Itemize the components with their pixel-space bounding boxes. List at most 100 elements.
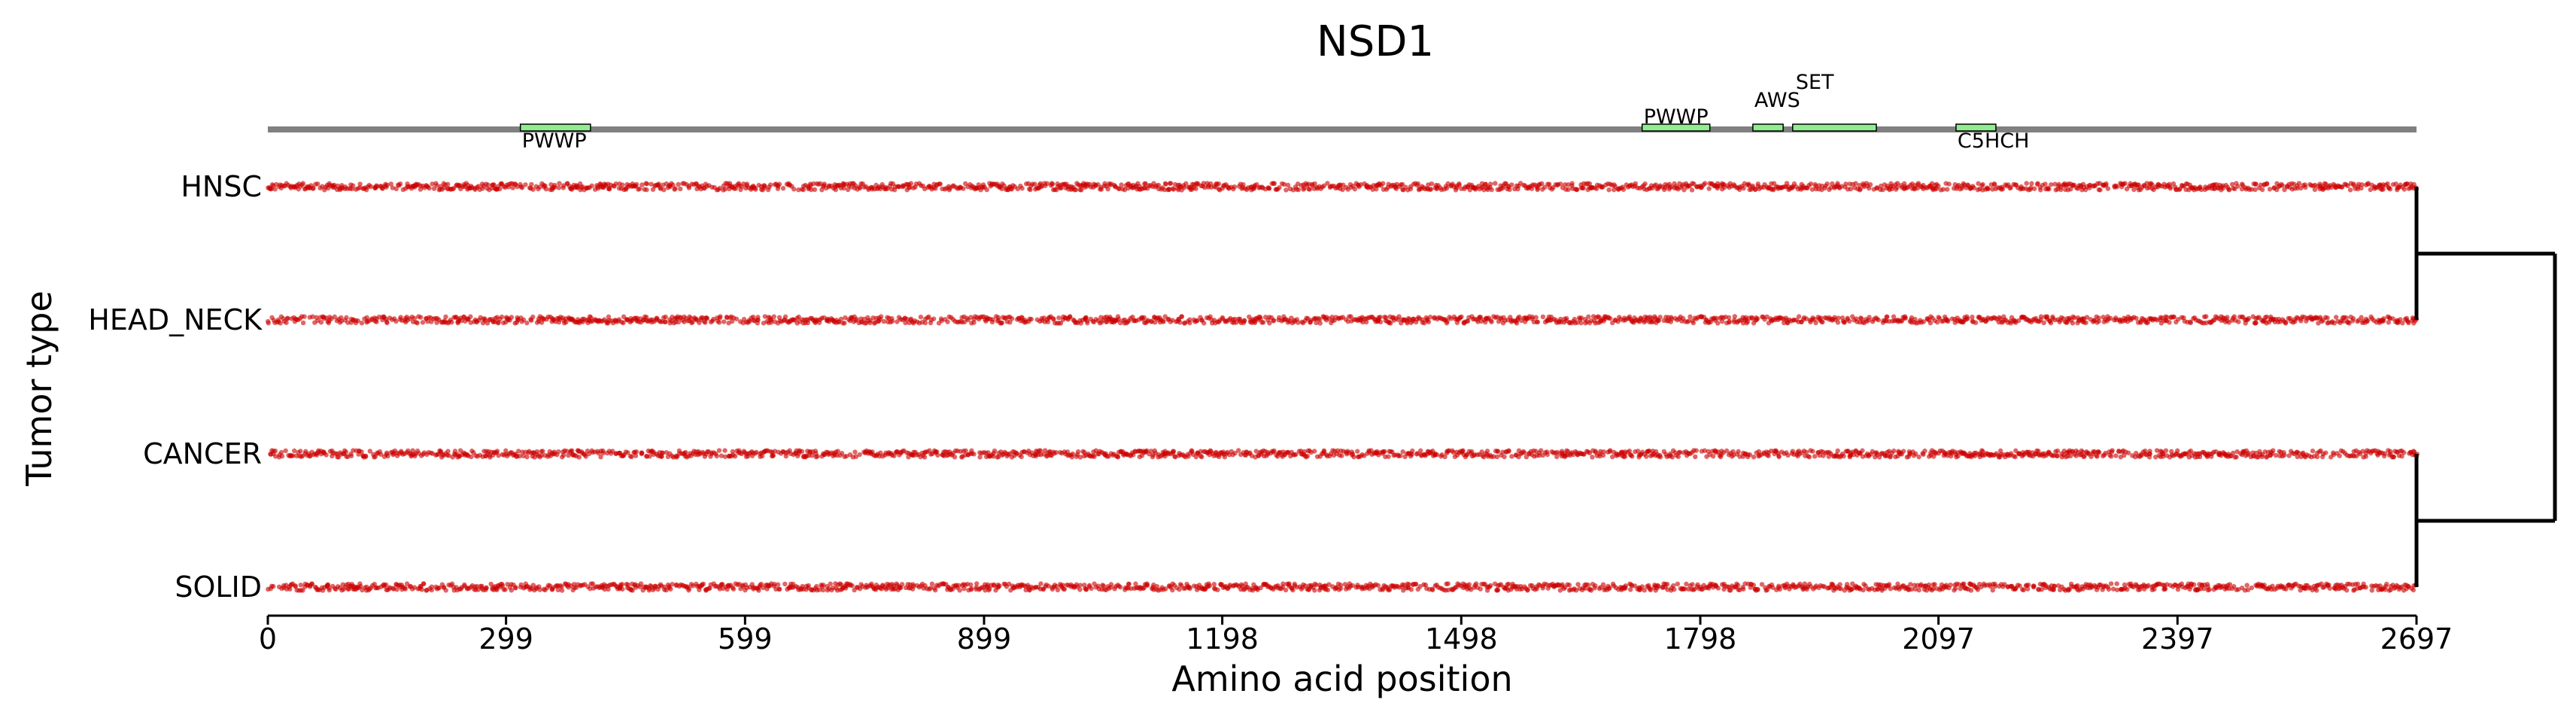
mutation-point — [1444, 185, 1450, 191]
mutation-point — [1340, 187, 1345, 193]
mutation-point — [2325, 315, 2330, 321]
mutation-point — [636, 186, 642, 191]
mutation-point — [2295, 185, 2300, 191]
mutation-point — [1285, 182, 1291, 188]
mutation-point — [845, 187, 851, 193]
mutation-point — [318, 319, 324, 325]
mutation-point — [2096, 449, 2101, 455]
mutation-point — [765, 187, 771, 193]
mutation-point — [673, 186, 678, 191]
mutation-point — [928, 320, 934, 326]
mutation-point — [1044, 181, 1050, 187]
mutation-point — [310, 314, 315, 319]
mutation-point — [1515, 186, 1520, 192]
mutation-point — [2365, 318, 2371, 324]
mutation-point — [2391, 454, 2397, 460]
domain-label-aws-2: AWS — [1754, 89, 1800, 112]
mutation-point — [1706, 186, 1712, 191]
mutation-point — [484, 585, 489, 591]
mutation-point — [755, 317, 761, 323]
mutation-point — [443, 588, 448, 593]
mutation-point — [1489, 319, 1494, 324]
mutation-point — [649, 181, 654, 187]
mutation-point — [2393, 181, 2398, 187]
mutation-point — [266, 318, 271, 324]
mutation-point — [324, 452, 329, 458]
mutation-point — [620, 182, 625, 187]
mutation-point — [1398, 453, 1403, 458]
domain-label-set-3: SET — [1796, 71, 1834, 94]
mutation-point — [1569, 181, 1575, 186]
mutation-point — [663, 319, 668, 324]
mutation-point — [2225, 315, 2230, 320]
mutation-point — [302, 314, 307, 319]
mutation-point — [1488, 181, 1493, 187]
mutation-point — [2070, 321, 2076, 326]
mutation-point — [1281, 181, 1287, 187]
mutation-point — [1260, 320, 1266, 325]
mutation-point — [524, 320, 530, 326]
mutation-point — [2365, 181, 2371, 186]
mutation-point — [2167, 184, 2173, 190]
row-label-solid: SOLID — [175, 570, 262, 604]
mutation-point — [534, 449, 539, 455]
mutation-point — [716, 320, 722, 325]
mutation-point — [1593, 449, 1598, 454]
mutation-point — [2387, 449, 2393, 455]
mutation-point — [633, 449, 639, 455]
mutation-point — [335, 454, 340, 460]
mutation-point — [1056, 315, 1062, 321]
mutation-point — [556, 449, 561, 455]
mutation-point — [1806, 454, 1812, 460]
mutation-point — [678, 186, 683, 192]
mutation-point — [935, 452, 940, 458]
mutation-point — [771, 314, 776, 319]
mutation-point — [1586, 314, 1591, 320]
mutation-point — [1885, 314, 1890, 320]
mutation-point — [343, 449, 349, 455]
mutation-point — [523, 182, 528, 187]
mutation-point — [644, 181, 650, 187]
mutation-point — [499, 314, 505, 320]
mutation-point — [1187, 317, 1192, 322]
mutation-point — [619, 582, 625, 587]
mutation-point — [945, 319, 950, 324]
mutation-point — [896, 184, 902, 190]
mutation-point — [1754, 316, 1760, 321]
mutation-point — [2113, 453, 2119, 458]
mutation-point — [670, 182, 676, 187]
mutation-point — [2122, 181, 2128, 186]
mutation-point — [419, 587, 424, 592]
mutation-point — [1841, 453, 1846, 459]
mutation-point — [838, 316, 844, 322]
mutation-point — [1903, 314, 1908, 319]
mutation-point — [1380, 181, 1386, 186]
mutation-point — [795, 453, 800, 459]
mutation-point — [1277, 185, 1282, 190]
mutation-point — [1374, 187, 1379, 192]
mutation-point — [2359, 182, 2365, 187]
mutation-point — [721, 319, 727, 324]
mutation-point — [809, 187, 814, 193]
mutation-point — [791, 187, 797, 192]
mutation-point — [2380, 187, 2386, 192]
mutation-point — [1193, 186, 1198, 191]
mutation-point — [1254, 181, 1259, 187]
mutation-point — [485, 182, 491, 187]
mutation-point — [388, 181, 393, 187]
row-label-head-neck: HEAD_NECK — [88, 303, 263, 336]
mutation-point — [1976, 181, 1981, 187]
mutation-point — [1321, 183, 1327, 189]
mutation-point — [497, 186, 503, 192]
mutation-point — [627, 454, 633, 459]
mutation-point — [1009, 187, 1014, 192]
mutation-point — [1710, 453, 1716, 459]
mutation-point — [469, 454, 474, 460]
mutation-point — [1201, 181, 1207, 186]
mutation-point — [1306, 181, 1311, 187]
mutation-point — [1400, 449, 1405, 455]
mutation-point — [1457, 181, 1462, 187]
mutation-point — [1575, 187, 1580, 192]
mutation-point — [1539, 181, 1545, 187]
